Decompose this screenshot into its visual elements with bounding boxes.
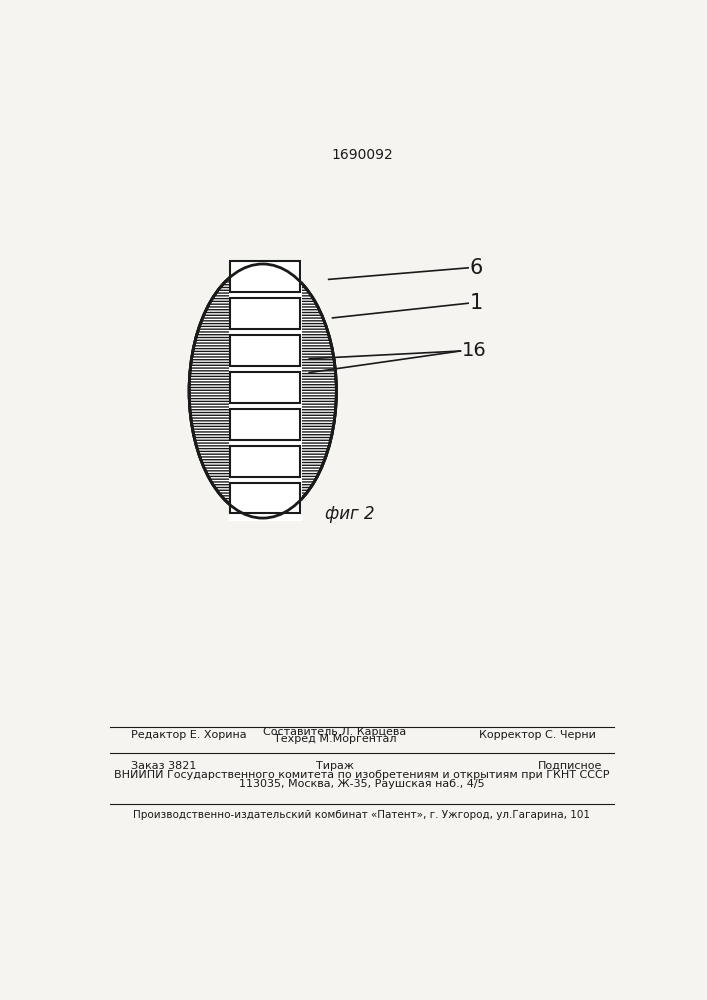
FancyBboxPatch shape xyxy=(228,261,301,521)
Text: ВНИИПИ Государственного комитета по изобретениям и открытиям при ГКНТ СССР: ВНИИПИ Государственного комитета по изоб… xyxy=(115,770,609,780)
Text: Тираж: Тираж xyxy=(316,761,354,771)
Bar xyxy=(230,446,300,477)
Text: 16: 16 xyxy=(462,342,486,360)
Text: Корректор С. Черни: Корректор С. Черни xyxy=(479,730,596,740)
Text: 1: 1 xyxy=(469,293,483,313)
Text: 1690092: 1690092 xyxy=(331,148,393,162)
Ellipse shape xyxy=(189,264,337,518)
Text: фиг 2: фиг 2 xyxy=(325,505,375,523)
Text: 6: 6 xyxy=(469,258,483,278)
Bar xyxy=(230,409,300,440)
Bar xyxy=(230,372,300,403)
Text: Заказ 3821: Заказ 3821 xyxy=(131,761,197,771)
Text: Подписное: Подписное xyxy=(538,761,602,771)
Text: Редактор Е. Хорина: Редактор Е. Хорина xyxy=(131,730,247,740)
Bar xyxy=(230,335,300,366)
Bar xyxy=(230,298,300,329)
Text: 113035, Москва, Ж-35, Раушская наб., 4/5: 113035, Москва, Ж-35, Раушская наб., 4/5 xyxy=(239,779,485,789)
Bar xyxy=(230,483,300,513)
Text: Составитель Л. Карцева: Составитель Л. Карцева xyxy=(263,727,407,737)
Text: Техред М.Моргентал: Техред М.Моргентал xyxy=(274,734,396,744)
Text: Производственно-издательский комбинат «Патент», г. Ужгород, ул.Гагарина, 101: Производственно-издательский комбинат «П… xyxy=(134,810,590,820)
Bar xyxy=(230,261,300,292)
